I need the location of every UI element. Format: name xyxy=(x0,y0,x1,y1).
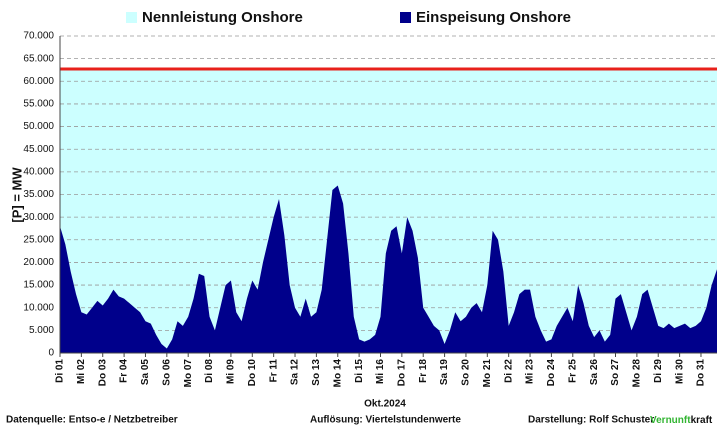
y-tick-label: 40.000 xyxy=(23,166,54,177)
legend-swatch xyxy=(126,12,137,23)
x-tick-label: So 27 xyxy=(610,359,621,386)
footer-source: Datenquelle: Entso-e / Netzbetreiber xyxy=(6,415,178,426)
x-axis-label: Okt.2024 xyxy=(364,399,406,410)
legend-label: Nennleistung Onshore xyxy=(142,9,303,26)
y-tick-label: 5.000 xyxy=(29,325,54,336)
x-tick-label: Mo 07 xyxy=(183,359,194,388)
capacity-area xyxy=(60,69,717,354)
footer-author: Darstellung: Rolf Schuster xyxy=(528,415,654,426)
x-tick-label: Di 29 xyxy=(653,359,664,383)
feed-in-area xyxy=(60,185,717,353)
footer-brand: Vernunftkraft xyxy=(650,415,713,426)
legend-swatch xyxy=(400,12,411,23)
y-tick-label: 20.000 xyxy=(23,257,54,268)
x-tick-label: Do 17 xyxy=(396,359,407,387)
x-tick-label: Mi 09 xyxy=(226,359,237,384)
y-tick-label: 25.000 xyxy=(23,234,54,245)
y-tick-label: 70.000 xyxy=(23,31,54,42)
y-tick-label: 60.000 xyxy=(23,76,54,87)
x-tick-label: Do 24 xyxy=(546,359,557,387)
y-tick-label: 55.000 xyxy=(23,99,54,110)
x-tick-label: So 13 xyxy=(311,359,322,386)
x-tick-label: Fr 25 xyxy=(567,359,578,383)
x-tick-label: Sa 12 xyxy=(290,359,301,386)
x-tick-label: Mi 02 xyxy=(76,359,87,384)
x-tick-label: Mo 14 xyxy=(332,359,343,388)
x-tick-label: Mi 16 xyxy=(375,359,386,384)
x-tick-label: Mo 21 xyxy=(482,359,493,388)
x-tick-label: Di 22 xyxy=(503,359,514,383)
brand-part: Vernunft xyxy=(650,415,691,426)
x-tick-label: Sa 19 xyxy=(439,359,450,386)
x-tick-label: Do 10 xyxy=(247,359,258,387)
x-tick-label: Fr 11 xyxy=(268,359,279,383)
x-tick-label: Mi 23 xyxy=(525,359,536,384)
x-tick-label: Di 08 xyxy=(204,359,215,383)
brand-part: kraft xyxy=(691,415,713,426)
x-tick-label: Sa 05 xyxy=(140,359,151,386)
y-tick-label: 10.000 xyxy=(23,302,54,313)
y-tick-label: 35.000 xyxy=(23,189,54,200)
x-tick-label: Di 15 xyxy=(354,359,365,383)
x-tick-label: Do 31 xyxy=(696,359,707,387)
legend-label: Einspeisung Onshore xyxy=(416,9,571,26)
y-axis-label: [P] = MW xyxy=(9,167,24,223)
x-tick-label: Mi 30 xyxy=(674,359,685,384)
x-tick-label: So 06 xyxy=(161,359,172,386)
x-tick-label: Sa 26 xyxy=(589,359,600,386)
footer-resolution: Auflösung: Viertelstundenwerte xyxy=(310,415,461,426)
y-tick-label: 15.000 xyxy=(23,280,54,291)
x-tick-label: Di 01 xyxy=(55,359,66,383)
x-tick-label: Fr 18 xyxy=(418,359,429,383)
y-tick-label: 0 xyxy=(48,348,54,359)
x-tick-label: So 20 xyxy=(461,359,472,386)
y-tick-label: 45.000 xyxy=(23,144,54,155)
y-tick-label: 50.000 xyxy=(23,121,54,132)
x-tick-label: Mo 28 xyxy=(632,359,643,388)
y-tick-label: 30.000 xyxy=(23,212,54,223)
x-tick-label: Do 03 xyxy=(97,359,108,387)
y-tick-label: 65.000 xyxy=(23,53,54,64)
x-tick-label: Fr 04 xyxy=(119,359,130,383)
